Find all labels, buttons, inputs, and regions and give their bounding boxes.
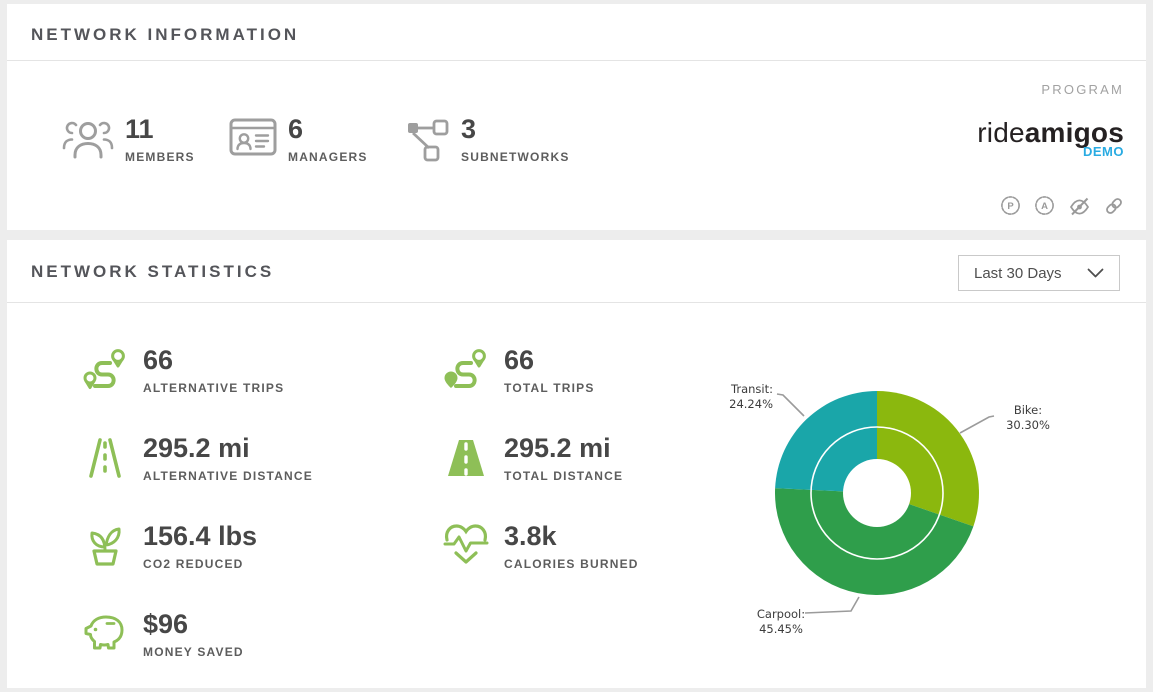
road-outline-icon [89,438,121,478]
money-saved-value: $96 [143,609,189,639]
co2-reduced-stat: 156.4 lbs CO2 REDUCED [81,521,258,571]
logo-text-ride: ride [977,117,1025,148]
alternative-distance-label: ALTERNATIVE DISTANCE [143,468,313,483]
calories-burned-value: 3.8k [504,521,557,551]
logo-text-amigos: amigos [1024,117,1124,148]
alternative-trips-stat: 66 ALTERNATIVE TRIPS [81,345,285,395]
network-information-title: NETWORK INFORMATION [31,25,300,44]
network-action-icons: P A [1000,195,1124,216]
mode-share-donut-chart: Transit: 24.24% Bike: 30.30% Carpool: 45… [713,361,1146,655]
network-statistics-title: NETWORK STATISTICS [31,262,275,281]
people-group-icon [62,121,114,159]
transit-leader-line [776,393,805,417]
calories-burned-stat: 3.8k CALORIES BURNED [442,521,639,571]
alternative-distance-stat: 295.2 mi ALTERNATIVE DISTANCE [81,433,313,483]
road-solid-icon [448,440,484,476]
logo-demo-badge: DEMO [1083,144,1124,159]
route-icon [444,349,486,388]
svg-text:A: A [1041,201,1048,212]
subnetworks-count: 3 [461,114,477,144]
heart-pulse-icon [443,524,489,564]
total-trips-value: 66 [504,345,535,375]
total-distance-stat: 295.2 mi TOTAL DISTANCE [442,433,624,483]
bike-leader-line [959,415,995,434]
bike-slice-label: Bike: 30.30% [1006,403,1050,432]
plant-icon [90,527,121,566]
co2-reduced-label: CO2 REDUCED [143,556,244,571]
network-statistics-header: NETWORK STATISTICS Last 30 Days [7,240,1146,303]
id-card-icon [229,118,277,156]
admin-badge-icon[interactable]: A [1034,195,1055,216]
managers-stat: 6 MANAGERS [229,114,368,164]
total-trips-stat: 66 TOTAL TRIPS [442,345,595,395]
alternative-distance-value: 295.2 mi [143,433,250,463]
subnetworks-label: SUBNETWORKS [461,149,570,164]
route-icon [83,349,125,389]
members-label: MEMBERS [125,149,195,164]
network-statistics-card: NETWORK STATISTICS Last 30 Days [7,240,1146,688]
money-saved-stat: $96 MONEY SAVED [81,609,244,659]
donut-svg [775,391,995,614]
rideamigos-logo: rideamigos DEMO [977,117,1124,159]
co2-reduced-value: 156.4 lbs [143,521,258,551]
donut-slices [775,391,979,595]
network-information-header: NETWORK INFORMATION [7,4,1146,61]
donut-slice-transit[interactable] [775,391,877,493]
chevron-down-icon [1087,268,1104,278]
money-saved-label: MONEY SAVED [143,644,244,659]
donut-hole [843,459,911,527]
managers-count: 6 [288,114,304,144]
total-distance-label: TOTAL DISTANCE [504,468,624,483]
piggy-bank-icon [84,615,124,650]
alternative-trips-label: ALTERNATIVE TRIPS [143,380,285,395]
subnetworks-stat: 3 SUBNETWORKS [404,114,570,164]
managers-label: MANAGERS [288,149,368,164]
donut-slice-carpool[interactable] [775,488,974,595]
link-icon[interactable] [1104,196,1124,216]
program-badge-icon[interactable]: P [1000,195,1021,216]
date-range-select[interactable]: Last 30 Days [958,255,1120,291]
eye-slash-icon[interactable] [1068,196,1091,216]
total-distance-value: 295.2 mi [504,433,611,463]
date-range-value: Last 30 Days [974,264,1062,282]
transit-slice-label: Transit: 24.24% [729,382,773,411]
carpool-leader-line [804,596,860,614]
calories-burned-label: CALORIES BURNED [504,556,639,571]
network-information-card: NETWORK INFORMATION 11 MEMBERS [7,4,1146,230]
svg-text:P: P [1007,201,1014,212]
network-nodes-icon [408,119,449,162]
program-label: PROGRAM [1041,82,1124,97]
members-count: 11 [125,114,154,144]
members-stat: 11 MEMBERS [62,114,195,164]
total-trips-label: TOTAL TRIPS [504,380,595,395]
donut-inner-ring [810,426,944,560]
alternative-trips-value: 66 [143,345,174,375]
carpool-slice-label: Carpool: 45.45% [756,607,806,636]
